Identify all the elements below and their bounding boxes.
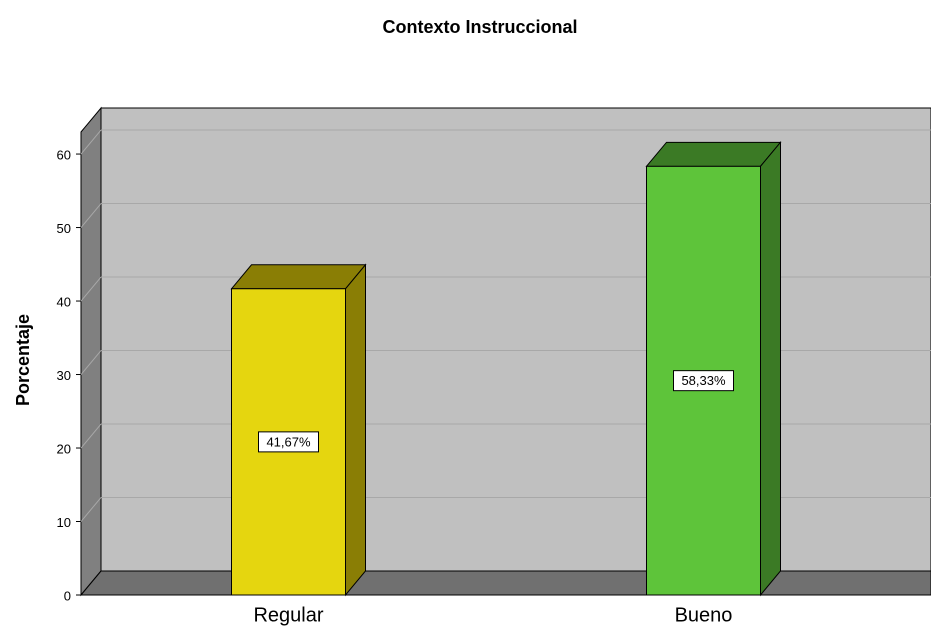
grid-line (80, 497, 102, 522)
value-label-box (258, 431, 319, 453)
chart-title: Contexto Instruccional (382, 17, 577, 37)
walls (79, 106, 931, 597)
value-label: 58,33% (681, 373, 726, 388)
bar-side (345, 263, 366, 597)
bar-top (645, 141, 782, 167)
y-tick-label: 0 (64, 588, 71, 603)
x-tick-label: Regular (253, 604, 323, 626)
y-tick-label: 10 (57, 515, 71, 530)
left-wall (80, 106, 102, 597)
grid-line (80, 423, 102, 449)
value-label-box (673, 370, 734, 392)
bar-top (230, 264, 367, 290)
y-tick-label: 30 (57, 368, 71, 383)
bar-side (760, 140, 781, 597)
y-tick-label: 50 (57, 221, 71, 236)
y-tick-label: 20 (57, 441, 71, 456)
y-tick-label: 60 (57, 147, 71, 162)
grid-line (80, 350, 102, 375)
value-label: 41,67% (266, 434, 311, 449)
y-tick-label: 40 (57, 294, 71, 309)
grid-line (80, 129, 102, 155)
floor (79, 570, 931, 596)
x-tick-label: Bueno (675, 604, 733, 626)
y-axis-label: Porcentaje (13, 314, 33, 406)
grid-line (80, 276, 102, 302)
grid-line (80, 203, 102, 228)
bar (646, 165, 761, 596)
back-wall (100, 107, 931, 572)
